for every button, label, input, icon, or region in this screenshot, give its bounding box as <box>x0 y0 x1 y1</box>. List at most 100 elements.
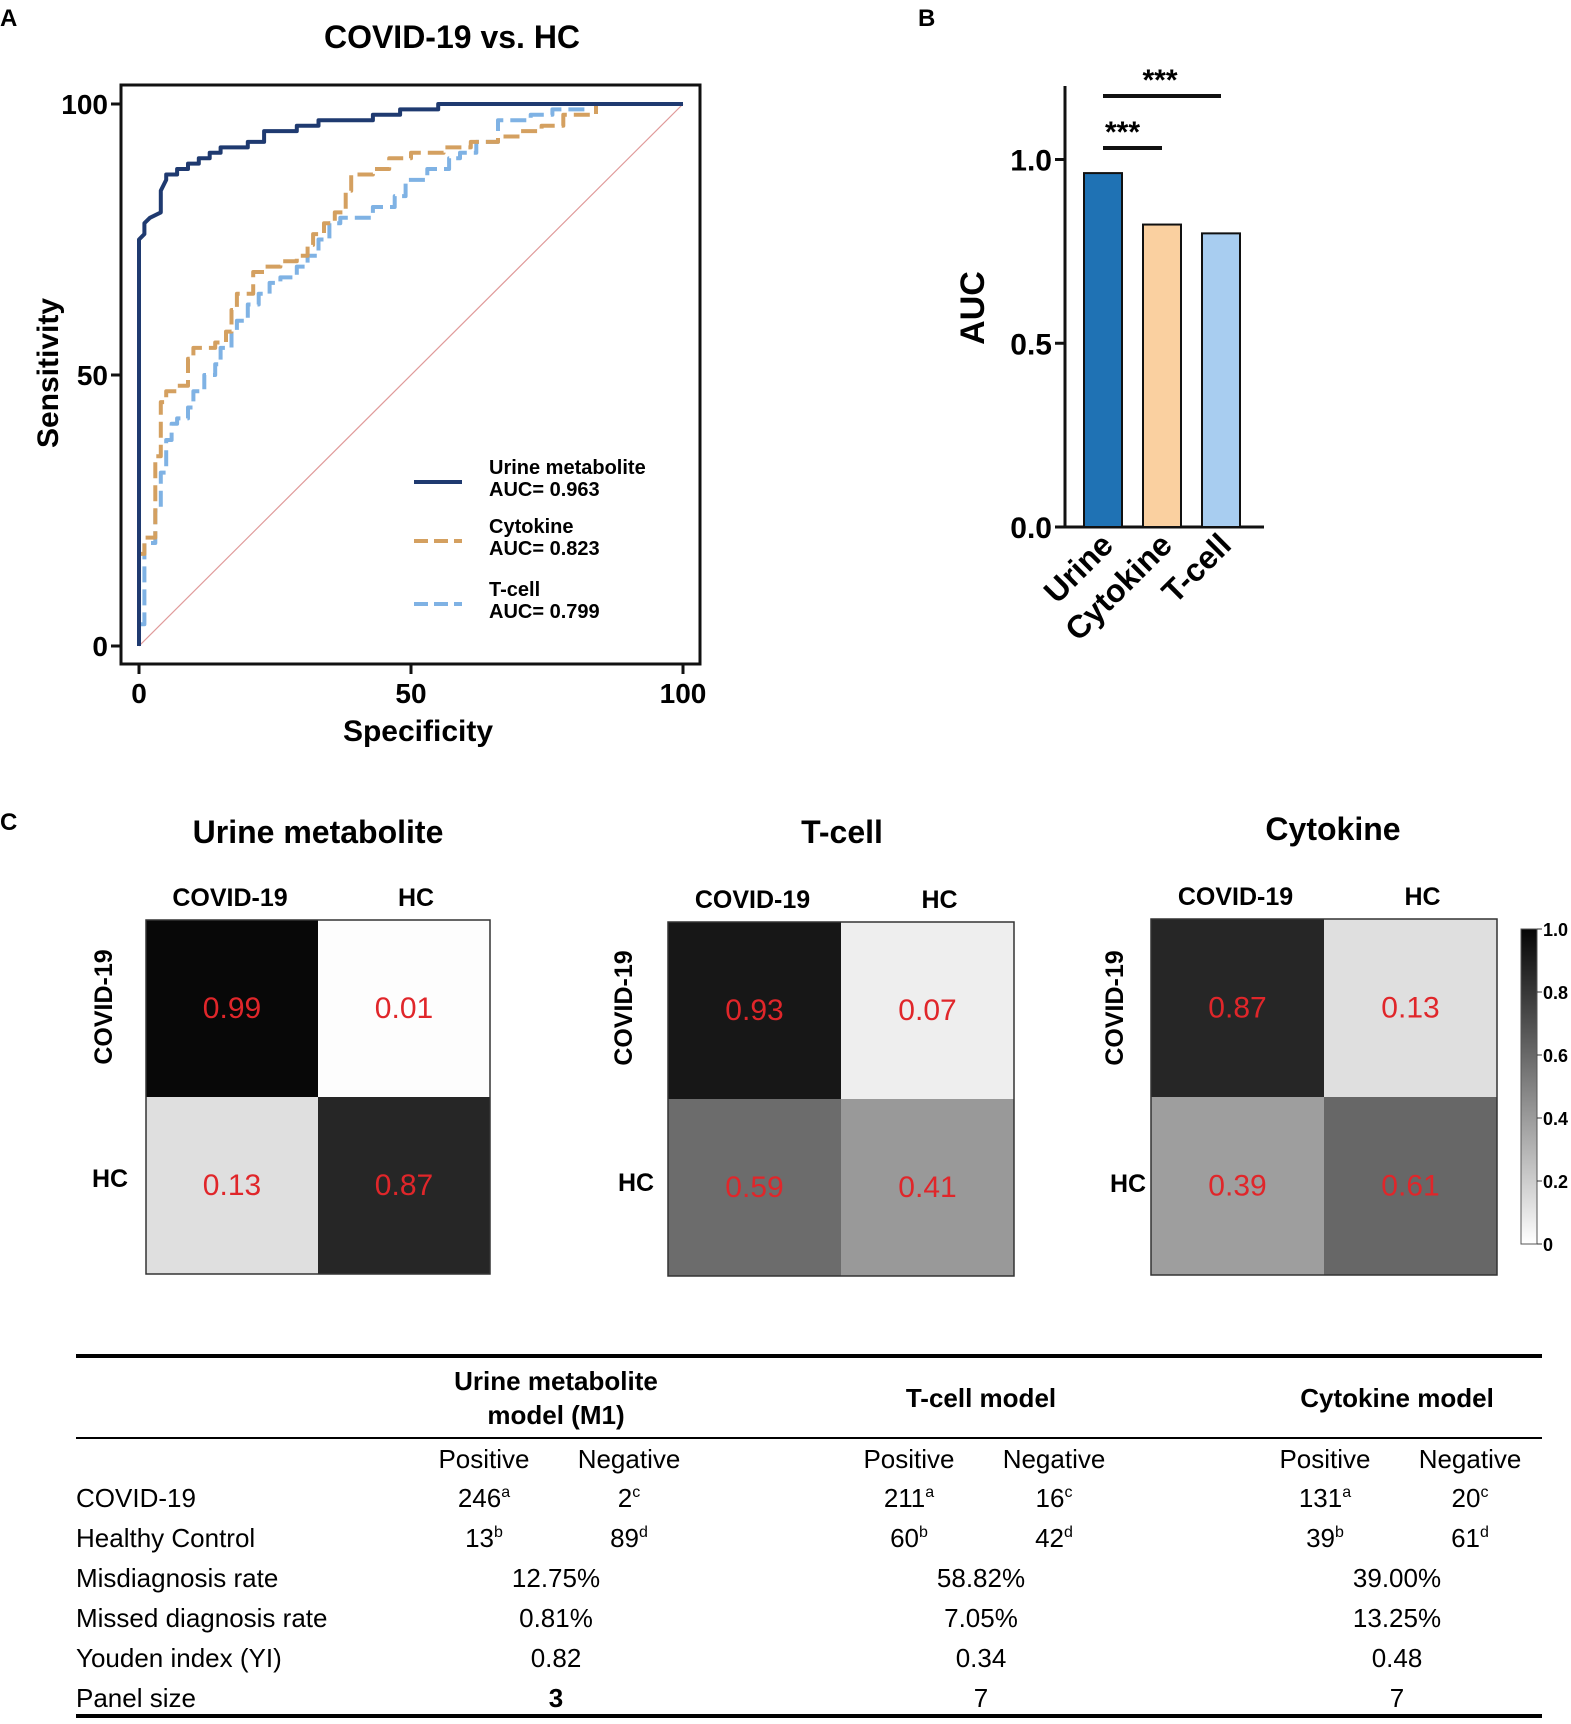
matrix-column-label: HC <box>1404 883 1440 911</box>
matrix-row-label: HC <box>1110 1170 1146 1198</box>
matrix-cell <box>1324 1097 1497 1275</box>
table-cell: 13b <box>465 1523 503 1553</box>
table-cell: 2c <box>618 1483 640 1513</box>
matrix-cell-value: 0.93 <box>725 994 783 1027</box>
matrix-border <box>667 921 1015 1277</box>
table-row-label: Panel size <box>76 1683 196 1713</box>
roc-y-tick-label: 0 <box>92 631 108 662</box>
colorbar-tick-label: 0 <box>1543 1235 1553 1255</box>
bar-urine <box>1083 172 1123 528</box>
panel-label-c: C <box>0 809 17 836</box>
colorbar-gradient <box>1520 928 1538 1245</box>
matrix-cell <box>318 920 490 1097</box>
table-row-label: COVID-19 <box>76 1483 196 1513</box>
matrix-cell <box>841 1099 1014 1276</box>
bar-y-tick-label: 0.0 <box>1010 512 1052 545</box>
table-cell: 39b <box>1306 1523 1344 1553</box>
roc-legend-auc: AUC= 0.799 <box>489 601 600 623</box>
table-cell: 16c <box>1036 1483 1073 1513</box>
table-cell: 61d <box>1451 1523 1489 1553</box>
bar-x-tick-label: T-cell <box>1155 526 1238 609</box>
table-row-label: Youden index (YI) <box>76 1643 282 1673</box>
matrix-cell-value: 0.13 <box>1381 992 1439 1025</box>
table-cell: 7 <box>1390 1683 1404 1713</box>
matrix-column-label: HC <box>921 886 957 914</box>
matrix-cell-value: 0.99 <box>203 992 261 1025</box>
matrix-row-label: HC <box>92 1165 128 1193</box>
roc-y-tick-label: 100 <box>61 89 108 120</box>
panel-label-b: B <box>918 5 935 32</box>
table-cell: 0.81% <box>519 1603 593 1633</box>
matrix-cell <box>841 922 1014 1099</box>
significance-label: *** <box>1142 64 1177 97</box>
matrix-cell <box>146 920 318 1097</box>
table-row-label: Missed diagnosis rate <box>76 1603 327 1633</box>
table-cell: 3 <box>549 1683 563 1713</box>
roc-legend-name: Urine metabolite <box>489 457 646 479</box>
matrix-cell-value: 0.01 <box>375 992 433 1025</box>
bar-t-cell <box>1201 232 1241 528</box>
colorbar-tick-label: 1.0 <box>1543 920 1568 940</box>
bar-y-label: AUC <box>954 271 992 345</box>
matrix-cell-value: 0.61 <box>1381 1170 1439 1203</box>
roc-reference-line <box>138 103 684 647</box>
colorbar-tick-label: 0.4 <box>1543 1109 1568 1129</box>
table-subheader: Positive <box>1279 1444 1370 1474</box>
table-row-label: Misdiagnosis rate <box>76 1563 278 1593</box>
table-cell: 12.75% <box>512 1563 600 1593</box>
colorbar-tick-label: 0.6 <box>1543 1046 1568 1066</box>
table-cell: 7.05% <box>944 1603 1018 1633</box>
matrix-row-label: COVID-19 <box>610 950 638 1065</box>
table-cell: 0.82 <box>531 1643 582 1673</box>
matrix-column-label: HC <box>398 884 434 912</box>
matrix-column-label: COVID-19 <box>172 884 287 912</box>
table-subheader: Negative <box>1003 1444 1106 1474</box>
table-cell: 89d <box>610 1523 648 1553</box>
colorbar-tick-label: 0.2 <box>1543 1172 1568 1192</box>
bar-y-tick-label: 1.0 <box>1010 145 1052 178</box>
roc-y-tick-label: 50 <box>77 360 108 391</box>
matrix-cell <box>668 1099 841 1276</box>
diagnostic-table: Urine metabolite model (M1) T-cell model Cy… <box>76 1354 1542 1718</box>
matrix-column-label: COVID-19 <box>695 886 810 914</box>
matrix-cell <box>146 1097 318 1274</box>
roc-x-tick-label: 50 <box>395 678 426 709</box>
roc-curve-cytokine <box>137 102 683 646</box>
matrix-cell-value: 0.13 <box>203 1169 261 1202</box>
roc-legend-name: Cytokine <box>489 516 573 538</box>
colorbar-tick-label: 0.8 <box>1543 983 1568 1003</box>
matrix-cell-value: 0.07 <box>898 994 956 1027</box>
matrix-column-label: COVID-19 <box>1178 883 1293 911</box>
roc-legend-auc: AUC= 0.823 <box>489 538 600 560</box>
matrix-row-label: COVID-19 <box>90 949 118 1064</box>
confusion-matrices: Urine metabolite COVID-19 HC COVID-19 HC 0.99… <box>90 811 1498 1277</box>
matrix-title: T-cell <box>801 814 883 850</box>
matrix-row-label: COVID-19 <box>1101 950 1129 1065</box>
roc-title: COVID-19 vs. HC <box>324 19 580 55</box>
table-header-tcell: T-cell model <box>906 1383 1056 1413</box>
table-cell: 42d <box>1035 1523 1073 1553</box>
table-cell: 7 <box>974 1683 988 1713</box>
matrix-cell <box>1151 1097 1324 1275</box>
table-cell: 0.48 <box>1372 1643 1423 1673</box>
matrix-cell <box>318 1097 490 1274</box>
matrix-cell-value: 0.39 <box>1208 1170 1266 1203</box>
roc-ticks: 0 50 100 0 50 100 <box>61 89 706 709</box>
roc-curve-t-cell <box>137 102 683 646</box>
table-cell: 58.82% <box>937 1563 1025 1593</box>
matrix-row-label: HC <box>618 1169 654 1197</box>
matrix-cell-value: 0.59 <box>725 1171 783 1204</box>
table-cell: 0.34 <box>956 1643 1007 1673</box>
roc-x-tick-label: 0 <box>131 678 147 709</box>
roc-curve-urine-metabolite <box>137 102 683 646</box>
roc-legend-name: T-cell <box>489 579 540 601</box>
table-cell: 39.00% <box>1353 1563 1441 1593</box>
matrix-cell <box>668 922 841 1099</box>
table-header-urine-sub: model (M1) <box>487 1400 624 1430</box>
table-cell: 246a <box>458 1483 510 1513</box>
roc-x-tick-label: 100 <box>660 678 707 709</box>
matrix-cell <box>1151 919 1324 1097</box>
